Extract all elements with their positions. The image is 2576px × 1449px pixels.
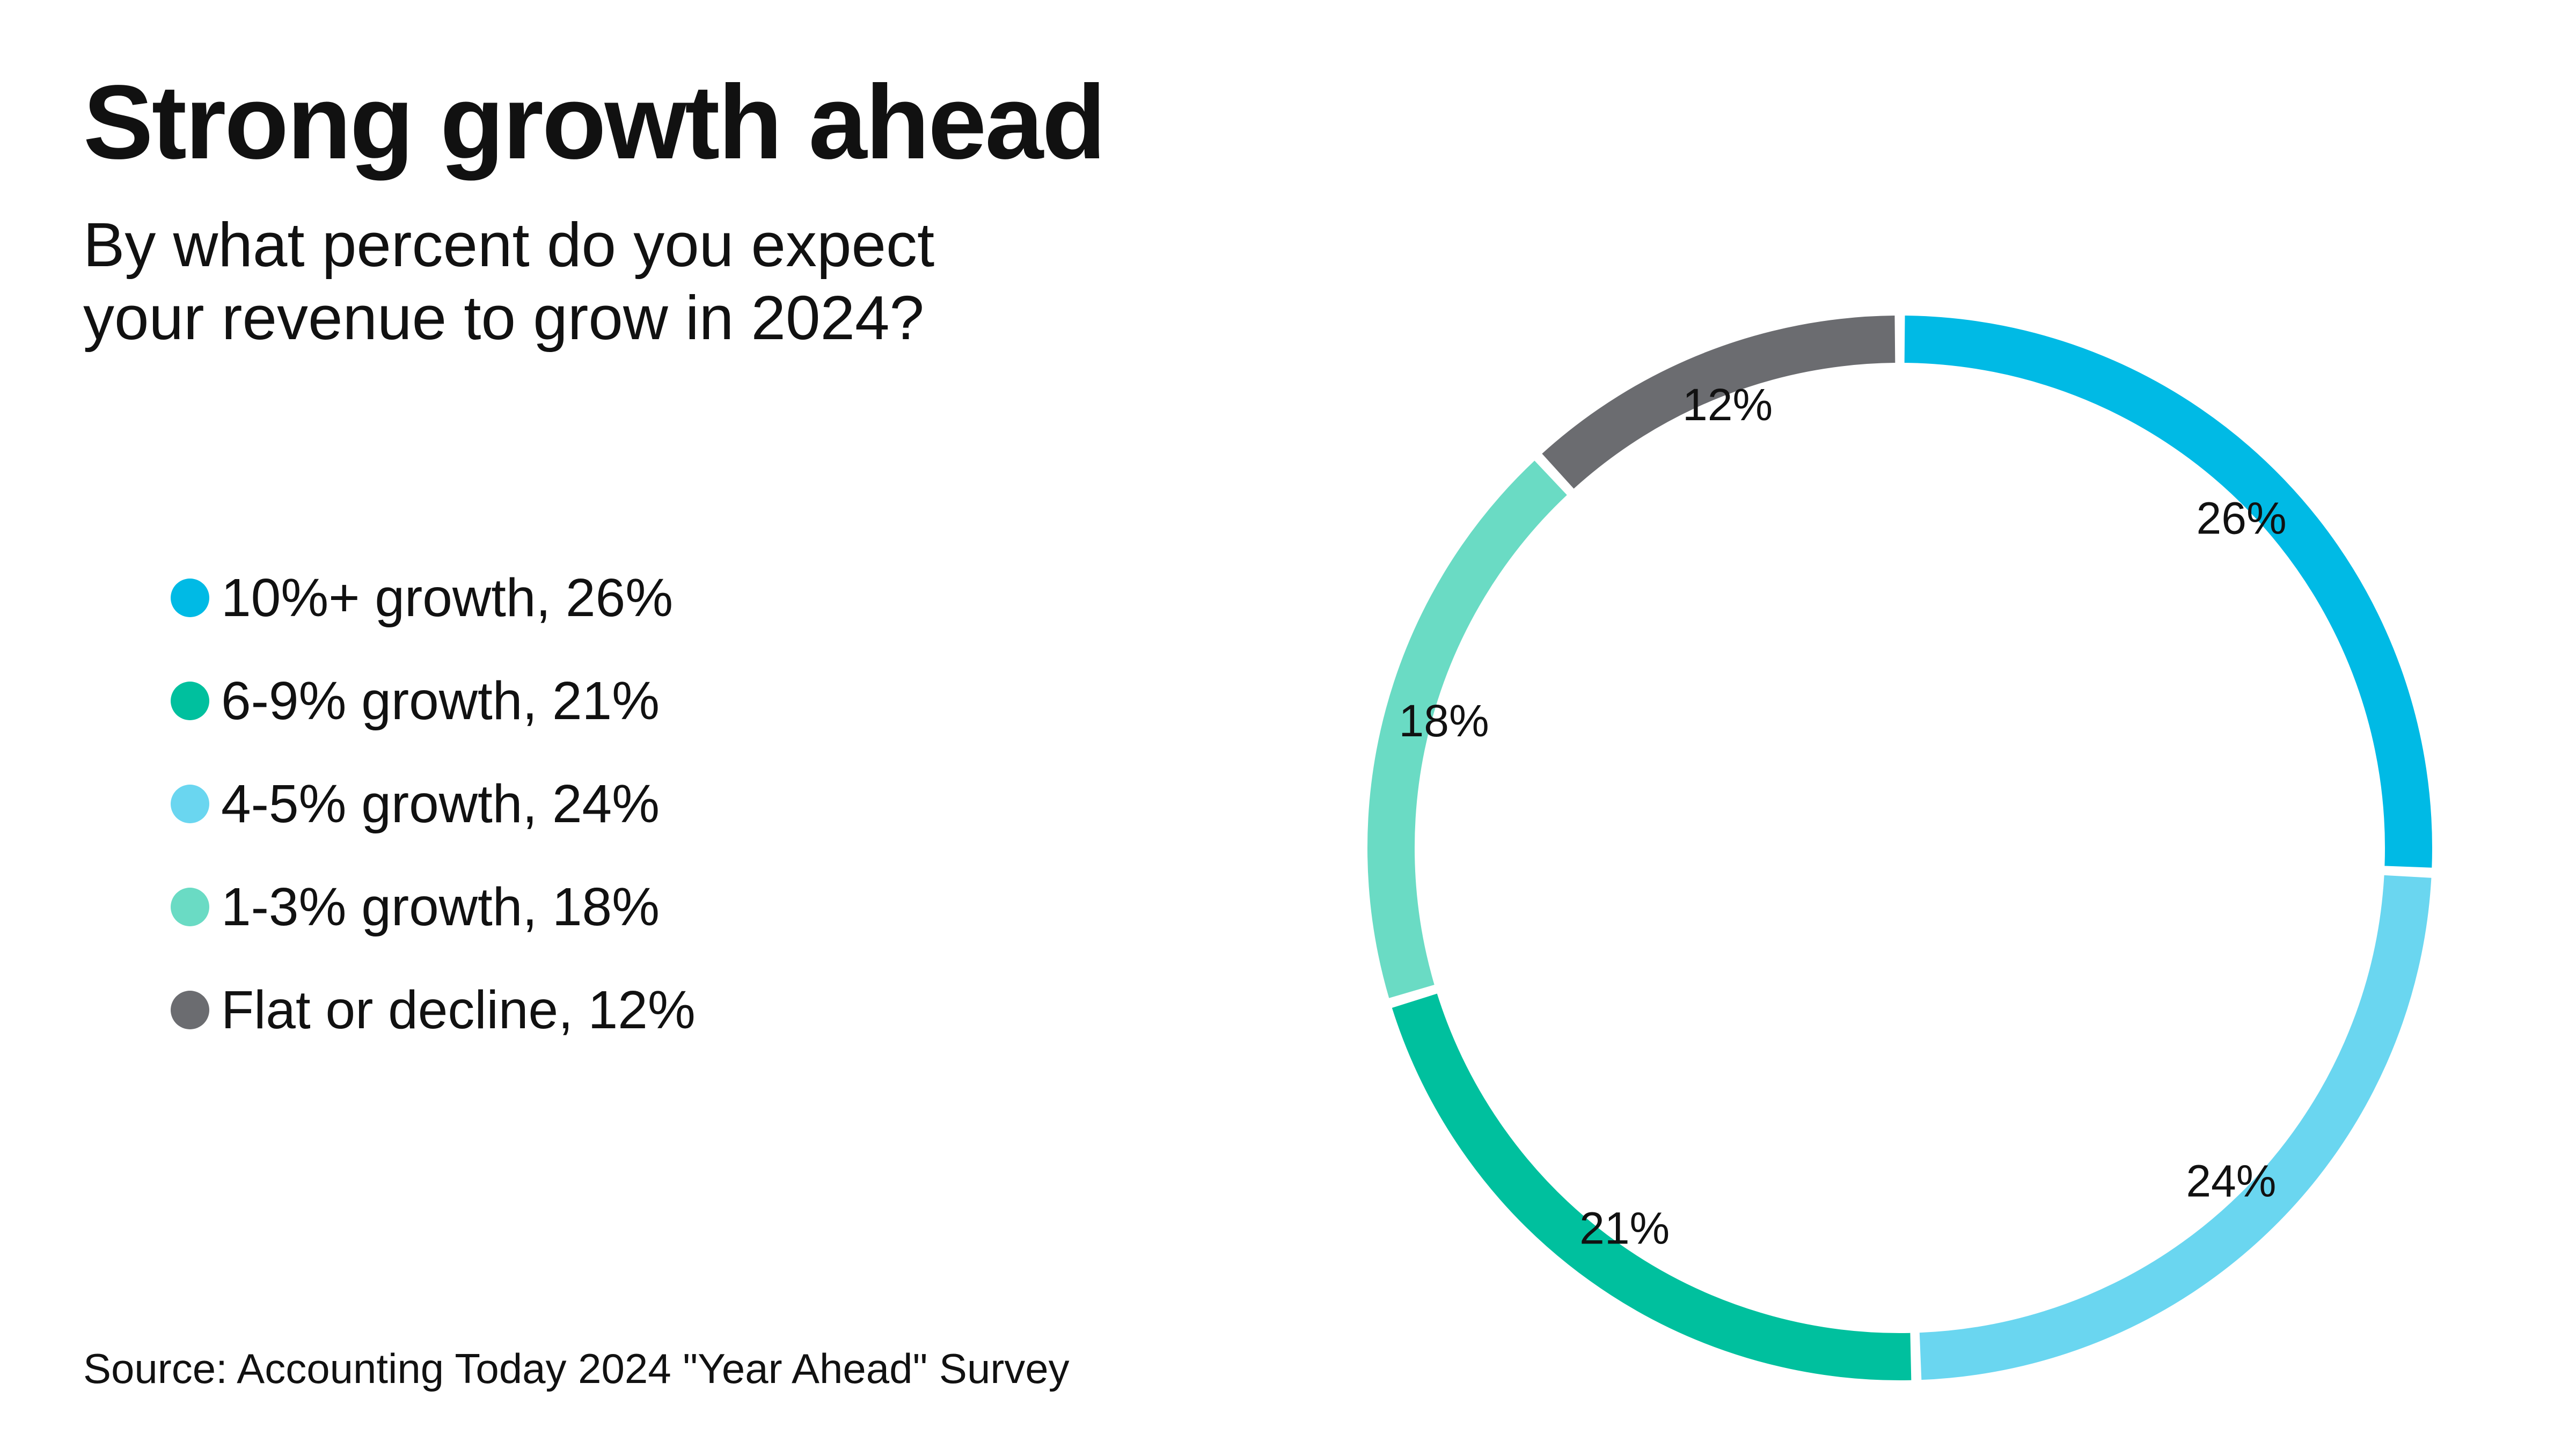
slice-label-flat-or-decline: 12% [1682,379,1773,430]
legend-swatch-10-plus [171,579,209,617]
donut-slice-10-growth [1904,316,2432,868]
legend-label-4-5: 4-5% growth, 24% [221,773,660,834]
legend-swatch-6-9 [171,682,209,720]
donut-slice-6-9-growth [1392,993,1912,1380]
slice-label-1-3-growth: 18% [1399,696,1489,746]
source-note: Source: Accounting Today 2024 "Year Ahea… [83,1345,1070,1392]
legend-label-flat: Flat or decline, 12% [221,979,696,1040]
chart-subtitle: By what percent do you expect your reven… [83,208,1103,354]
legend-swatch-4-5 [171,785,209,823]
legend-label-1-3: 1-3% growth, 18% [221,876,660,937]
chart-legend: 10%+ growth, 26% 6-9% growth, 21% 4-5% g… [171,546,696,1062]
legend-item-6-9: 6-9% growth, 21% [171,649,696,752]
legend-label-10-plus: 10%+ growth, 26% [221,567,674,628]
subtitle-line-2: your revenue to grow in 2024? [83,283,925,353]
donut-slice-4-5-growth [1919,875,2432,1380]
donut-slice-flat-or-decline [1542,316,1896,489]
legend-swatch-1-3 [171,888,209,926]
donut-slice-1-3-growth [1367,460,1567,998]
legend-item-4-5: 4-5% growth, 24% [171,752,696,855]
legend-label-6-9: 6-9% growth, 21% [221,670,660,731]
slice-label-6-9-growth: 21% [1579,1203,1670,1253]
slice-label-10-growth: 26% [2197,493,2287,544]
subtitle-line-1: By what percent do you expect [83,210,935,280]
legend-item-1-3: 1-3% growth, 18% [171,855,696,958]
chart-title: Strong growth ahead [83,63,1106,181]
legend-item-flat: Flat or decline, 12% [171,958,696,1062]
legend-swatch-flat [171,991,209,1029]
legend-item-10-plus: 10%+ growth, 26% [171,546,696,649]
slice-label-4-5-growth: 24% [2186,1155,2276,1206]
